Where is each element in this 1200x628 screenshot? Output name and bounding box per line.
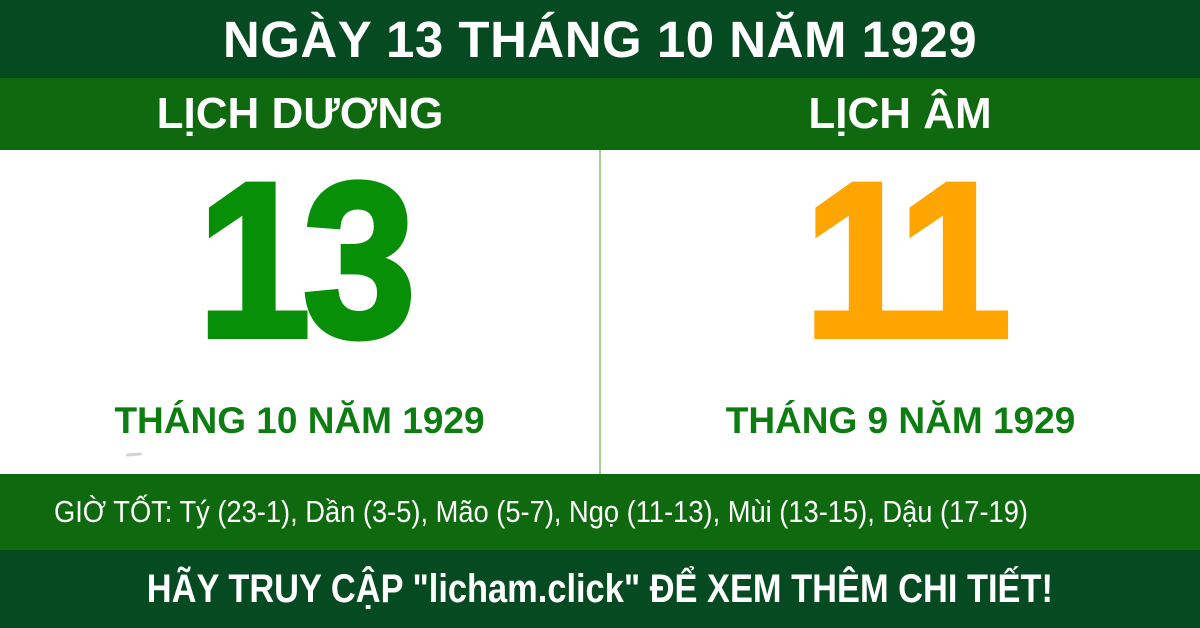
- panel-divider: [599, 150, 601, 474]
- header-bar: NGÀY 13 THÁNG 10 NĂM 1929: [0, 0, 1200, 78]
- lunar-month-year-label: THÁNG 9 NĂM 1929: [725, 400, 1076, 441]
- good-hours-bar: GIỜ TỐT: Tý (23-1), Dần (3-5), Mão (5-7)…: [0, 474, 1200, 550]
- lunar-panel: 11 THÁNG 9 NĂM 1929: [601, 137, 1200, 474]
- lunar-day-number: 11: [802, 137, 1014, 383]
- smudge-mark: [125, 452, 143, 457]
- footer-bar: HÃY TRUY CẬP "licham.click" ĐỂ XEM THÊM …: [0, 550, 1200, 628]
- calendar-panels: 13 THÁNG 10 NĂM 1929 11 THÁNG 9 NĂM 1929: [0, 137, 1200, 474]
- solar-day-number: 13: [195, 137, 418, 383]
- calendar-type-row: LỊCH DƯƠNG LỊCH ÂM: [0, 78, 1200, 150]
- page-title: NGÀY 13 THÁNG 10 NĂM 1929: [222, 10, 978, 68]
- solar-calendar-header: LỊCH DƯƠNG: [156, 89, 444, 138]
- solar-panel: 13 THÁNG 10 NĂM 1929: [0, 137, 599, 474]
- solar-month-year-label: THÁNG 10 NĂM 1929: [114, 400, 485, 441]
- footer-call-to-action: HÃY TRUY CẬP "licham.click" ĐỂ XEM THÊM …: [146, 566, 1054, 611]
- good-hours-text: GIỜ TỐT: Tý (23-1), Dần (3-5), Mão (5-7)…: [54, 494, 1028, 529]
- lunar-calendar-header: LỊCH ÂM: [808, 89, 992, 138]
